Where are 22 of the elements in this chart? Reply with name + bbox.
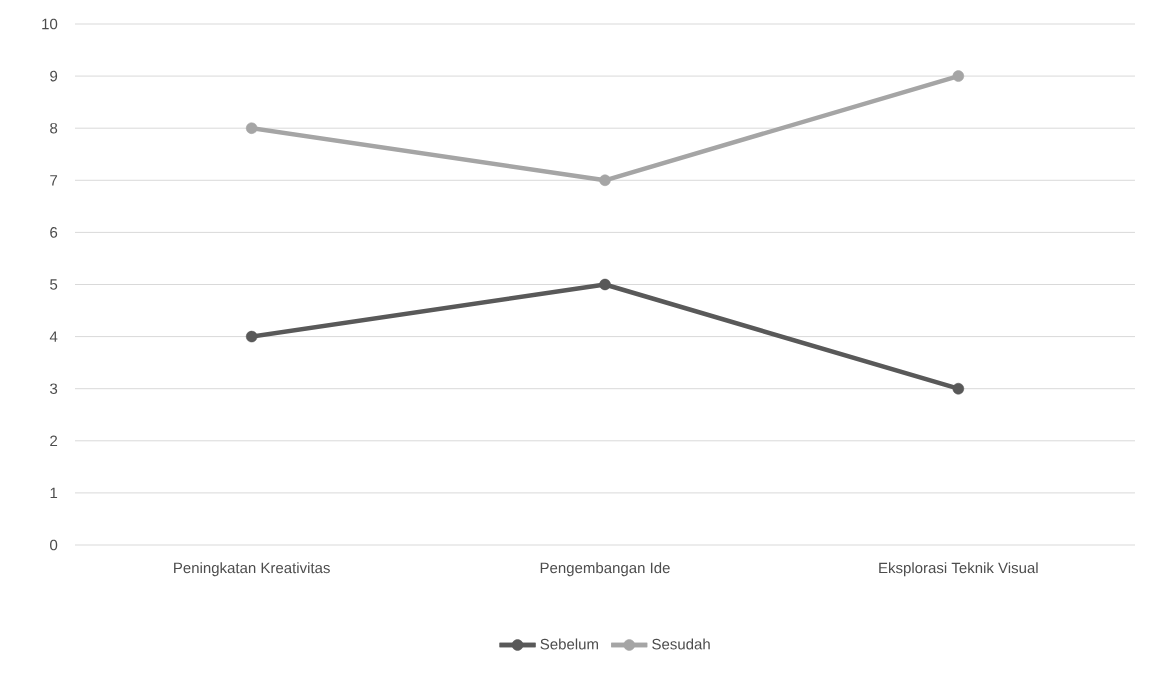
y-tick-label: 9: [50, 70, 58, 82]
legend-label: Sebelum: [540, 638, 598, 650]
point: [599, 278, 611, 291]
y-tick-label: 3: [50, 383, 58, 394]
y-tick-label: 0: [50, 539, 58, 551]
y-tick-label: 2: [50, 435, 58, 447]
y-tick-label: 10: [42, 18, 58, 30]
legend-label: Sesudah: [652, 638, 710, 650]
x-tick-label: Eksplorasi Teknik Visual: [879, 562, 1038, 577]
y-tick-label: 7: [50, 175, 58, 186]
y-tick-label: 4: [49, 331, 58, 342]
y-tick-label: 8: [50, 122, 58, 134]
point: [245, 330, 258, 343]
point: [952, 70, 965, 82]
y-tick-label: 5: [50, 279, 58, 290]
y-tick-label: 6: [50, 227, 58, 238]
point: [599, 174, 611, 187]
point: [952, 382, 965, 395]
y-tick-label: 1: [50, 487, 58, 499]
x-tick-label: Peningkatan Kreativitas: [174, 562, 330, 577]
x-tick-label: Pengembangan Ide: [540, 562, 670, 577]
point: [245, 122, 258, 134]
